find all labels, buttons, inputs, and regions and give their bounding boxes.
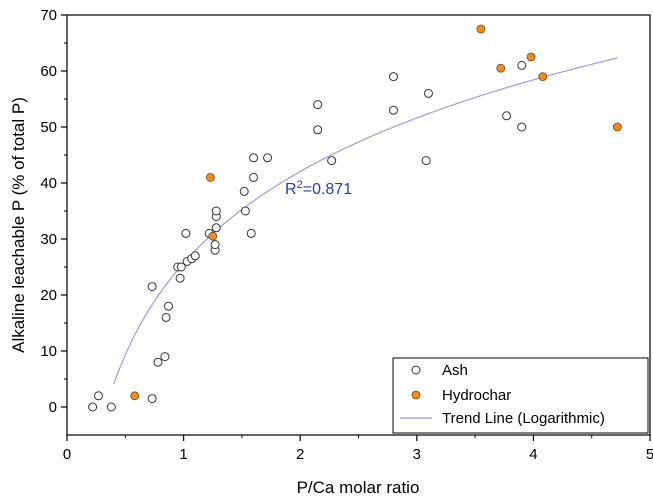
point-ash: [147, 394, 157, 404]
y-tick-label: 40: [40, 175, 57, 192]
point-ash: [93, 391, 103, 401]
point-ash: [160, 352, 170, 362]
x-tick-label: 0: [63, 446, 71, 463]
point-hydrochar: [496, 63, 506, 73]
point-ash: [517, 60, 527, 70]
point-ash: [211, 206, 221, 216]
point-hydrochar: [130, 391, 140, 401]
r-squared-annotation: R2=0.871: [285, 179, 352, 198]
y-tick-label: 50: [40, 119, 57, 136]
y-tick-label: 30: [40, 231, 57, 248]
y-tick-label: 10: [40, 343, 57, 360]
r-squared-symbol: R: [285, 181, 297, 198]
point-ash: [263, 153, 273, 163]
point-hydrochar: [208, 231, 218, 241]
point-ash: [161, 312, 171, 322]
point-ash: [176, 262, 186, 272]
x-tick-label: 2: [296, 446, 304, 463]
legend-label-trend: Trend Line (Logarithmic): [442, 410, 605, 427]
point-ash: [388, 72, 398, 82]
point-ash: [313, 125, 323, 135]
point-ash: [502, 111, 512, 121]
point-ash: [327, 156, 337, 166]
x-tick-label: 3: [413, 446, 421, 463]
point-ash: [106, 402, 116, 412]
point-ash: [153, 357, 163, 367]
legend: Ash Hydrochar Trend Line (Logarithmic): [392, 357, 649, 434]
trend-line: [113, 57, 618, 385]
r-squared-value: =0.871: [303, 181, 352, 198]
point-ash: [211, 223, 221, 233]
point-ash: [175, 273, 185, 283]
point-ash: [246, 228, 256, 238]
legend-marker-ash: [411, 365, 421, 375]
point-ash: [313, 100, 323, 110]
point-ash: [163, 301, 173, 311]
x-axis-title: P/Ca molar ratio: [297, 478, 420, 497]
point-ash: [210, 240, 220, 250]
point-ash: [239, 186, 249, 196]
point-ash: [388, 105, 398, 115]
point-ash: [517, 122, 527, 132]
y-axis-title: Alkaline leachable P (% of total P): [9, 97, 28, 353]
point-hydrochar: [612, 122, 622, 132]
legend-box: [392, 357, 649, 434]
x-tick-label: 5: [646, 446, 653, 463]
y-tick-label: 70: [40, 7, 57, 24]
y-tick-label: 60: [40, 63, 57, 80]
x-tick-label: 1: [179, 446, 187, 463]
point-ash: [190, 251, 200, 261]
y-tick-label: 0: [49, 399, 57, 416]
x-tick-label: 4: [529, 446, 537, 463]
point-ash: [181, 228, 191, 238]
y-tick-label: 20: [40, 287, 57, 304]
legend-label-hydrochar: Hydrochar: [442, 387, 511, 404]
r-squared-exponent: 2: [297, 179, 303, 191]
data-points: [88, 24, 622, 412]
legend-label-ash: Ash: [442, 362, 468, 379]
point-hydrochar: [476, 24, 486, 34]
point-hydrochar: [538, 72, 548, 81]
point-ash: [423, 88, 433, 98]
plot-frame: [66, 14, 651, 436]
point-ash: [88, 402, 98, 412]
legend-marker-hydrochar: [411, 390, 421, 400]
y-axis-ticks: 0 10 20 30 40 50 60 70: [40, 7, 67, 416]
point-hydrochar: [526, 52, 536, 62]
point-ash: [421, 156, 431, 166]
point-ash: [240, 206, 250, 216]
trend-line-group: [113, 57, 618, 385]
point-ash: [249, 172, 259, 182]
point-hydrochar: [206, 172, 215, 182]
point-ash: [249, 153, 259, 163]
point-ash: [147, 282, 157, 292]
